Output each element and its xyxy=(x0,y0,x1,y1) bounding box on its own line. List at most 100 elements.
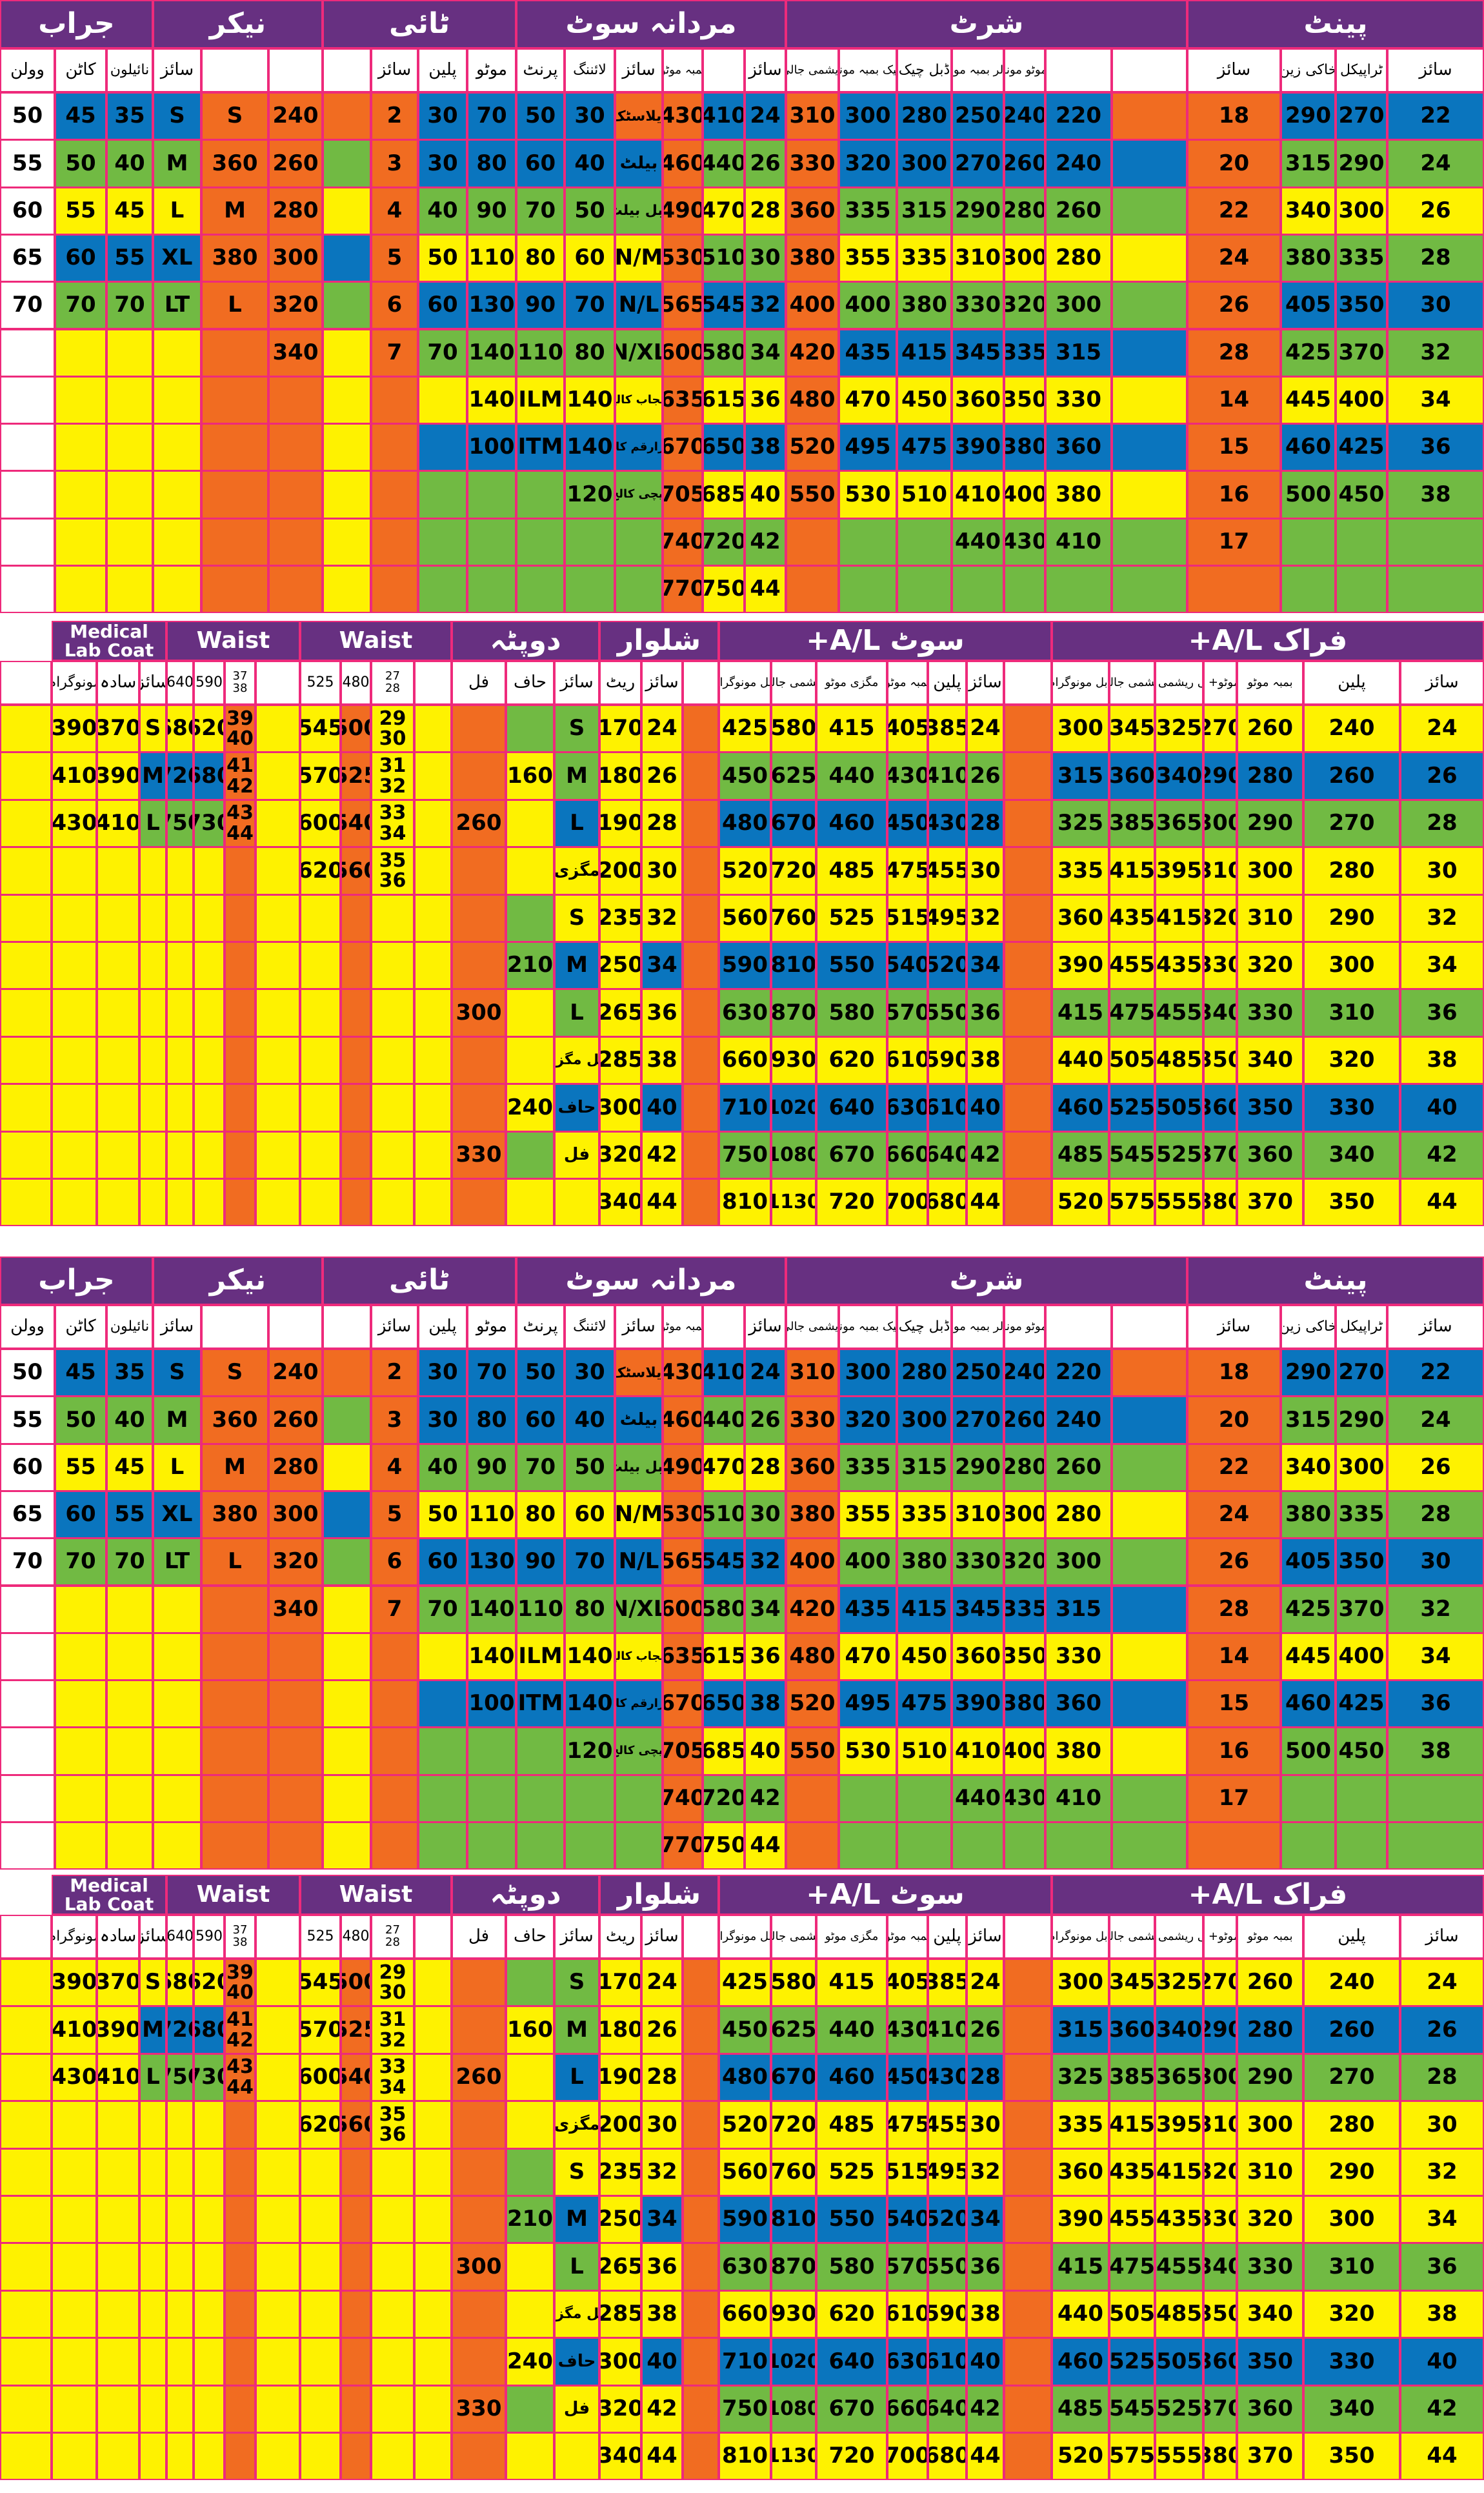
table-cell xyxy=(1004,1822,1045,1870)
table-cell: 660 xyxy=(887,1131,928,1179)
table-cell: 475 xyxy=(897,423,952,472)
table-cell: 30 xyxy=(1387,1538,1484,1586)
table-cell xyxy=(323,470,371,519)
table-cell xyxy=(323,1680,371,1728)
table-cell: 16 xyxy=(1187,470,1281,519)
table-cell xyxy=(323,1774,371,1822)
table-cell: M xyxy=(201,1443,268,1491)
table-cell xyxy=(166,2195,194,2244)
table-cell xyxy=(300,2432,341,2481)
mens-suit-title: مردانہ سوٹ xyxy=(516,1257,786,1305)
table-cell xyxy=(1281,565,1336,614)
table-cell: 28 xyxy=(641,2053,683,2102)
table-cell: 24 xyxy=(1187,1490,1281,1539)
table-cell: 640 xyxy=(816,1084,887,1132)
table-cell xyxy=(268,470,323,519)
header-cell: ریشمی جالی xyxy=(1109,661,1155,705)
table-cell xyxy=(414,2148,452,2196)
table-cell: 480 xyxy=(719,799,771,848)
header-cell: ڈبل مونوگرام xyxy=(1052,1915,1109,1959)
table-cell: 43 44 xyxy=(225,799,256,848)
table-cell: 335 xyxy=(897,1490,952,1539)
table-cell xyxy=(256,2195,300,2244)
table-cell: 320 xyxy=(268,1538,323,1586)
table-cell: 40 xyxy=(565,1396,615,1444)
table-cell xyxy=(194,1036,225,1085)
table-cell xyxy=(201,565,268,614)
table-cell: 4 xyxy=(371,187,418,235)
table-cell: 335 xyxy=(1336,1490,1387,1539)
table-cell: 26 xyxy=(1387,1443,1484,1491)
header-cell: ڈبل چیک xyxy=(897,48,952,92)
pant-title: پینٹ xyxy=(1187,1257,1484,1305)
table-cell xyxy=(97,1036,139,1085)
table-cell xyxy=(268,423,323,472)
table-cell: 620 xyxy=(194,1959,225,2007)
table-cell: 18 xyxy=(1187,1349,1281,1397)
table-cell xyxy=(139,942,166,990)
header-cell: سائز xyxy=(641,1915,683,1959)
table-cell: 280 xyxy=(1045,234,1112,283)
table-cell xyxy=(418,1822,467,1870)
table-cell: 450 xyxy=(897,376,952,425)
header-cell xyxy=(201,1305,268,1349)
table-cell: 495 xyxy=(839,1680,897,1728)
socks-title: جراب xyxy=(0,1257,153,1305)
table-cell: 32 xyxy=(641,2148,683,2196)
table-cell: 70 xyxy=(106,281,153,330)
table-cell: 410 xyxy=(97,2053,139,2102)
table-cell: 280 xyxy=(1303,847,1400,895)
table-cell: L xyxy=(554,2243,599,2291)
table-cell xyxy=(0,2337,52,2386)
table-cell: 685 xyxy=(703,470,745,519)
header-cell xyxy=(323,48,371,92)
header-cell: لائننگ xyxy=(565,1305,615,1349)
table-cell: 430 xyxy=(1004,1774,1045,1822)
table-cell: 360 xyxy=(1237,2385,1303,2433)
table-cell: ڈبل مگزی xyxy=(554,2290,599,2339)
table-cell: 31 32 xyxy=(371,2006,414,2054)
table-cell: 530 xyxy=(663,234,703,283)
table-cell xyxy=(194,2195,225,2244)
table-cell xyxy=(414,1959,452,2007)
table-cell xyxy=(0,2053,52,2102)
table-cell xyxy=(467,518,516,566)
table-cell: 720 xyxy=(771,847,816,895)
header-cell: سائز xyxy=(1187,48,1281,92)
table-cell: 455 xyxy=(928,847,967,895)
table-cell: 45 xyxy=(55,92,106,141)
header-cell: وولن xyxy=(0,48,55,92)
table-cell xyxy=(452,752,506,800)
table-cell xyxy=(1112,1585,1187,1633)
table-cell xyxy=(0,894,52,942)
table-cell: 600 xyxy=(300,799,341,848)
table-cell: 50 xyxy=(565,1443,615,1491)
table-cell xyxy=(1112,92,1187,141)
table-cell: 36 xyxy=(1400,2243,1484,2291)
table-cell: 810 xyxy=(719,1178,771,1227)
table-cell xyxy=(418,1774,467,1822)
table-cell xyxy=(166,1178,194,1227)
table-cell: 40 xyxy=(1400,1084,1484,1132)
table-cell: 26 xyxy=(745,1396,786,1444)
table-cell: 670 xyxy=(771,799,816,848)
table-cell xyxy=(256,1036,300,1085)
table-cell xyxy=(786,1774,839,1822)
table-cell: 330 xyxy=(1303,1084,1400,1132)
table-cell xyxy=(0,518,55,566)
table-cell: 350 xyxy=(1303,2432,1400,2481)
table-cell xyxy=(225,942,256,990)
table-cell: N/L xyxy=(615,1538,663,1586)
table-cell: 30 xyxy=(1400,847,1484,895)
table-cell: 24 xyxy=(967,1959,1004,2007)
table-cell xyxy=(0,2290,52,2339)
table-cell xyxy=(1112,565,1187,614)
table-cell: 210 xyxy=(506,942,554,990)
shalwar-title: شلوار xyxy=(599,1875,719,1915)
table-cell xyxy=(516,470,565,519)
table-cell: 1130 xyxy=(771,1178,816,1227)
table-cell: 34 xyxy=(967,2195,1004,2244)
header-cell: ڈبل مونوگرام xyxy=(1052,661,1109,705)
table-cell xyxy=(371,2385,414,2433)
table-cell xyxy=(371,1178,414,1227)
